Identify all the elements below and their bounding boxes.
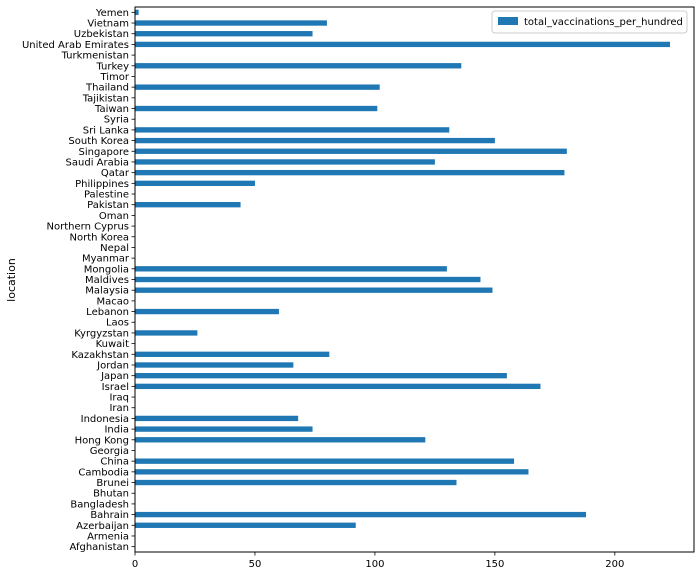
bar-singapore [135,148,567,154]
bar-mongolia [135,266,447,272]
y-tick-label: Macao [97,296,130,307]
bar-kyrgyzstan [135,330,198,336]
y-tick-label: Myanmar [82,254,130,265]
y-tick-label: Bhutan [93,489,129,500]
y-tick-label: Tajikistan [82,93,129,104]
y-tick-label: Kazakhstan [71,350,129,361]
x-tick-label: 0 [132,559,138,570]
legend-box [491,10,688,34]
bar-lebanon [135,308,279,315]
y-tick-label: Pakistan [87,200,129,211]
y-tick-label: India [104,425,129,436]
y-tick-label: Nepal [100,243,129,254]
legend: total_vaccinations_per_hundred [491,10,688,34]
bar-united-arab-emirates [135,41,671,48]
y-tick-label: North Korea [70,232,130,243]
bar-japan [135,373,507,379]
y-tick-label: Uzbekistan [74,29,129,40]
bar-brunei [135,479,457,486]
y-tick-label: China [100,457,129,468]
y-tick-label: Malaysia [85,286,129,297]
bar-saudi-arabia [135,159,435,165]
bar-sri-lanka [135,127,450,133]
bar-indonesia [135,415,299,422]
y-tick-label: Mongolia [84,264,129,275]
y-tick-label: Iraq [109,393,129,404]
y-tick-label: Japan [100,371,129,382]
x-tick-label: 200 [605,559,624,570]
y-tick-label: Iran [109,403,129,414]
bar-malaysia [135,287,493,293]
y-tick-label: Sri Lanka [83,125,129,136]
bar-israel [135,383,541,390]
y-tick-label: Kuwait [96,339,129,350]
bars-layer [135,9,671,528]
y-tick-label: Turkmenistan [61,51,129,62]
bar-philippines [135,180,255,186]
y-tick-label: Armenia [87,531,129,542]
bar-qatar [135,169,565,176]
y-tick-label: Yemen [95,8,129,19]
plot-frame [134,6,695,553]
x-tick-label: 150 [485,559,504,570]
y-tick-label: Thailand [85,83,129,94]
y-tick-label: Turkey [95,61,129,72]
bar-kazakhstan [135,351,330,357]
bar-south-korea [135,137,495,144]
y-axis-label: location [5,258,18,302]
y-tick-label: Oman [99,211,129,222]
y-tick-label: Singapore [79,147,129,158]
y-tick-label: Philippines [75,179,129,190]
y-tick-label: Qatar [101,168,130,179]
y-tick-label: Laos [106,318,129,329]
bar-india [135,426,313,432]
y-tick-label: Syria [104,115,129,126]
x-tick-label: 100 [365,559,384,570]
y-tick-label: Cambodia [78,467,129,478]
y-tick-label: United Arab Emirates [22,40,129,51]
bar-taiwan [135,105,378,112]
y-tick-label: Timor [99,72,129,83]
x-tick-label: 50 [249,559,262,570]
bar-maldives [135,276,481,283]
y-tick-label: Jordan [96,360,129,371]
y-tick-label: Bangladesh [70,499,129,510]
y-tick-label: Brunei [96,478,129,489]
y-tick-label: Israel [102,382,129,393]
x-ticks: 0 50 100 150 200 [132,552,624,570]
bar-jordan [135,362,294,368]
y-tick-label: Georgia [90,446,129,457]
y-tick-label: Saudi Arabia [66,157,129,168]
y-tick-label: South Korea [68,136,129,147]
bar-china [135,458,515,464]
y-tick-label: Vietnam [87,19,129,30]
y-tick-labels: AfghanistanArmeniaAzerbaijanBahrainBangl… [22,8,135,553]
bar-azerbaijan [135,522,356,528]
y-tick-label: Afghanistan [69,542,129,553]
y-tick-label: Lebanon [86,307,129,318]
legend-label: total_vaccinations_per_hundred [524,17,683,28]
bar-vietnam [135,20,327,26]
legend-swatch [498,17,518,25]
y-tick-label: Taiwan [94,104,129,115]
y-tick-label: Northern Cyprus [47,222,129,233]
bar-turkey [135,63,462,69]
y-tick-label: Bahrain [90,510,129,521]
y-tick-label: Kyrgyzstan [74,328,129,339]
bar-thailand [135,84,380,90]
y-tick-label: Hong Kong [75,435,129,446]
y-tick-label: Azerbaijan [76,521,129,532]
bar-pakistan [135,202,241,208]
y-tick-label: Indonesia [81,414,129,425]
bar-cambodia [135,469,529,475]
bar-bahrain [135,511,587,518]
bar-hong-kong [135,437,426,443]
y-tick-label: Maldives [85,275,129,286]
y-tick-label: Palestine [84,190,129,201]
bar-yemen [135,9,139,16]
bar-uzbekistan [135,31,313,37]
